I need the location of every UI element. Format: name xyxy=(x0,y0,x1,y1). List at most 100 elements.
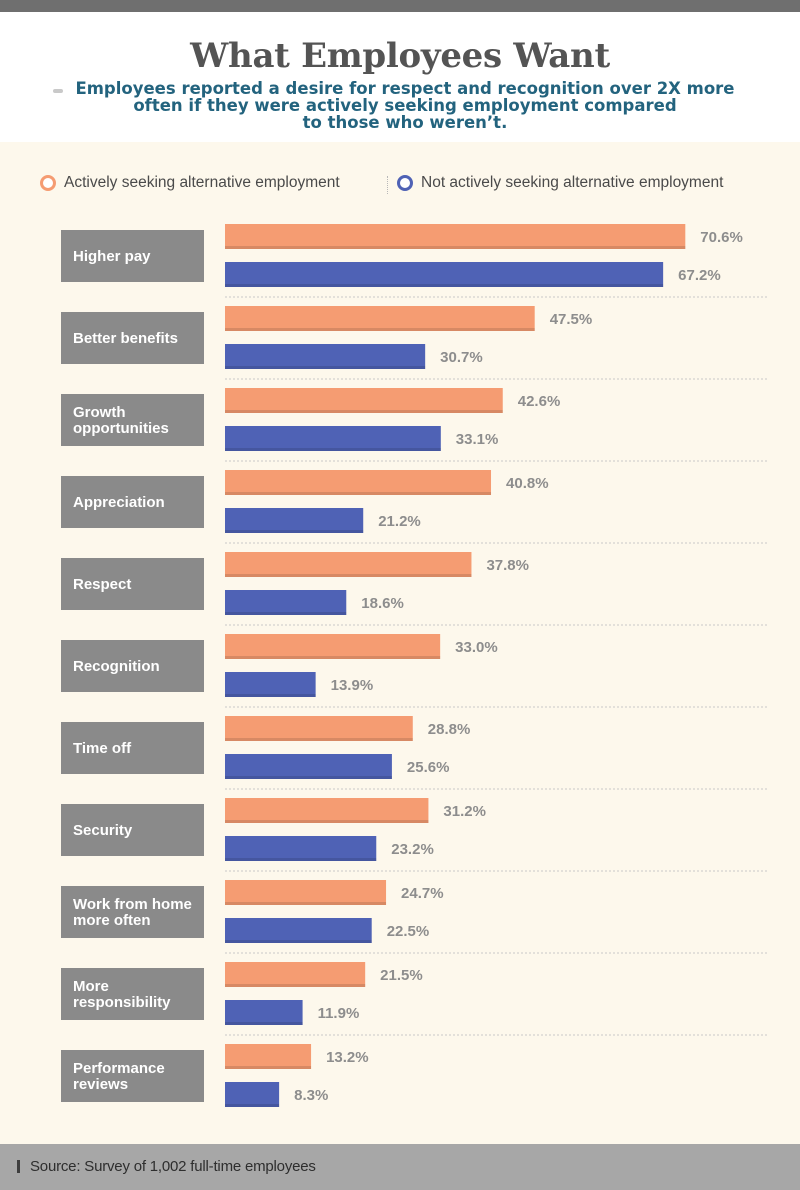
data-label-not-seeking: 22.5% xyxy=(387,923,430,940)
subtitle-line: Employees reported a desire for respect … xyxy=(75,79,735,98)
legend: Actively seeking alternative employment … xyxy=(0,174,800,196)
bar-shadow xyxy=(225,246,686,249)
category-label-box xyxy=(61,558,204,610)
legend-item-not-seeking: Not actively seeking alternative employm… xyxy=(397,174,723,192)
bar-shadow xyxy=(225,738,413,741)
category-label: More responsibility xyxy=(73,978,171,1011)
bar-shadow xyxy=(225,902,387,905)
data-label-seeking: 31.2% xyxy=(443,803,486,820)
bar-shadow xyxy=(225,858,377,861)
data-label-seeking: 28.8% xyxy=(428,721,471,738)
category-label-box xyxy=(61,640,204,692)
bar-shadow xyxy=(225,448,441,451)
bar-not-seeking xyxy=(225,754,392,779)
bar-not-seeking xyxy=(225,426,441,451)
category-label: Recognition xyxy=(73,658,160,675)
data-label-not-seeking: 11.9% xyxy=(318,1005,360,1022)
category-label-box xyxy=(61,1050,204,1102)
bar-shadow xyxy=(225,656,441,659)
bar-shadow xyxy=(225,612,347,615)
bar-shadow xyxy=(225,776,392,779)
bar-not-seeking xyxy=(225,344,426,369)
category-label: Higher pay xyxy=(73,248,151,265)
legend-marker-not-seeking xyxy=(397,175,413,191)
header xyxy=(0,12,800,142)
data-label-seeking: 42.6% xyxy=(518,393,561,410)
bar-shadow xyxy=(225,694,316,697)
bar-seeking xyxy=(225,552,472,577)
subtitle-dash xyxy=(53,89,63,93)
bar-seeking xyxy=(225,1044,312,1069)
category-label: Appreciation xyxy=(73,494,165,511)
bar-shadow xyxy=(225,284,664,287)
category-label: Security xyxy=(73,822,133,839)
bar-shadow xyxy=(225,984,366,987)
bar-not-seeking xyxy=(225,1000,303,1025)
bar-seeking xyxy=(225,224,686,249)
bar-shadow xyxy=(225,410,503,413)
bar-shadow xyxy=(225,366,426,369)
bar-seeking xyxy=(225,306,535,331)
bar-shadow xyxy=(225,328,535,331)
bar-seeking xyxy=(225,716,413,741)
page-title: What Employees Want xyxy=(190,36,610,76)
top-strip xyxy=(0,0,800,12)
bar-shadow xyxy=(225,530,364,533)
bar-shadow xyxy=(225,574,472,577)
data-label-seeking: 40.8% xyxy=(506,475,549,492)
legend-item-seeking: Actively seeking alternative employment xyxy=(40,174,340,192)
bar-seeking xyxy=(225,962,366,987)
data-label-not-seeking: 21.2% xyxy=(378,513,421,530)
data-label-seeking: 13.2% xyxy=(326,1049,369,1066)
bar-not-seeking xyxy=(225,672,316,697)
category-label: Better benefits xyxy=(73,330,178,347)
data-label-seeking: 70.6% xyxy=(700,229,743,246)
category-label: Respect xyxy=(73,576,131,593)
bar-seeking xyxy=(225,634,441,659)
category-label: Growth opportunities xyxy=(73,404,169,437)
data-label-not-seeking: 18.6% xyxy=(361,595,404,612)
data-label-seeking: 33.0% xyxy=(455,639,498,656)
category-label-box xyxy=(61,722,204,774)
bar-not-seeking xyxy=(225,836,377,861)
category-label-box xyxy=(61,968,204,1020)
source-note: Source: Survey of 1,002 full-time employ… xyxy=(30,1158,316,1175)
bar-not-seeking xyxy=(225,1082,280,1107)
legend-divider xyxy=(387,176,388,194)
subtitle-line: often if they were actively seeking empl… xyxy=(133,96,677,115)
bar-not-seeking xyxy=(225,918,372,943)
bar-seeking xyxy=(225,388,503,413)
bar-not-seeking xyxy=(225,262,664,287)
legend-label-not-seeking: Not actively seeking alternative employm… xyxy=(421,174,724,191)
data-label-not-seeking: 25.6% xyxy=(407,759,450,776)
footer: Source: Survey of 1,002 full-time employ… xyxy=(0,1144,800,1190)
footer-mark xyxy=(17,1160,20,1173)
bar-shadow xyxy=(225,820,429,823)
category-label-box xyxy=(61,312,204,364)
bar-not-seeking xyxy=(225,590,347,615)
data-label-not-seeking: 33.1% xyxy=(456,431,499,448)
data-label-not-seeking: 8.3% xyxy=(294,1087,328,1104)
category-label: Time off xyxy=(73,740,132,757)
bar-shadow xyxy=(225,1022,303,1025)
bar-shadow xyxy=(225,1066,312,1069)
category-label: Work from home more often xyxy=(73,896,192,929)
data-label-seeking: 37.8% xyxy=(486,557,529,574)
data-label-not-seeking: 30.7% xyxy=(440,349,483,366)
bar-shadow xyxy=(225,492,492,495)
subtitle: Employees reported a desire for respect … xyxy=(70,80,740,131)
data-label-not-seeking: 13.9% xyxy=(331,677,374,694)
data-label-not-seeking: 67.2% xyxy=(678,267,721,284)
data-label-not-seeking: 23.2% xyxy=(391,841,434,858)
bar-shadow xyxy=(225,940,372,943)
category-label: Performance reviews xyxy=(73,1060,165,1093)
category-label-box xyxy=(61,476,204,528)
bar-seeking xyxy=(225,880,387,905)
subtitle-line: to those who weren’t. xyxy=(302,113,508,132)
bar-shadow xyxy=(225,1104,280,1107)
category-label-box xyxy=(61,886,204,938)
legend-label-seeking: Actively seeking alternative employment xyxy=(64,174,340,191)
bar-seeking xyxy=(225,798,429,823)
bar-not-seeking xyxy=(225,508,364,533)
